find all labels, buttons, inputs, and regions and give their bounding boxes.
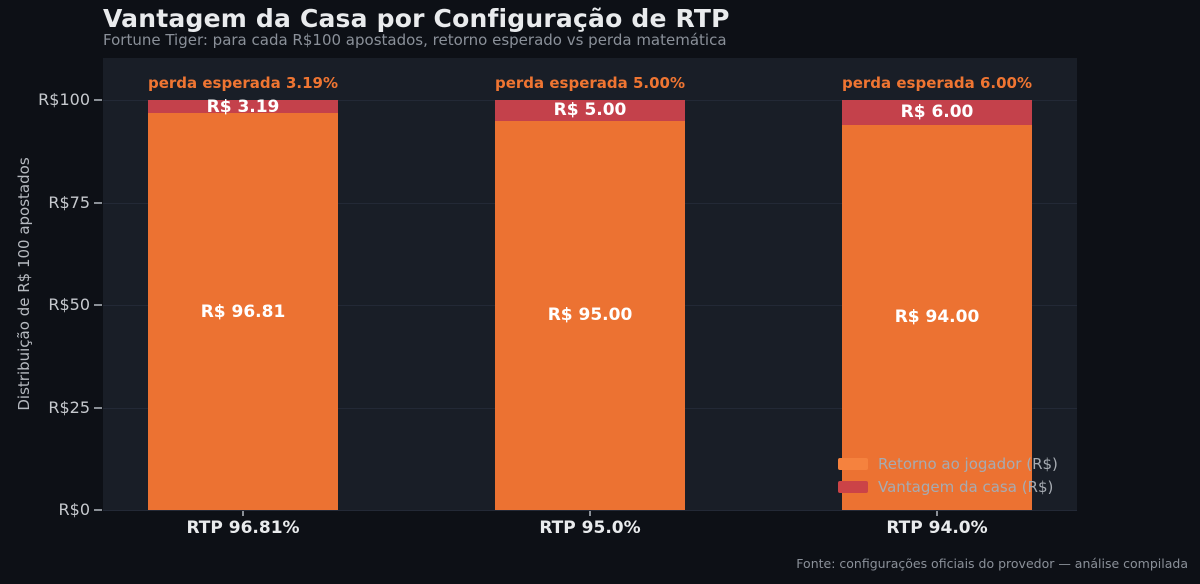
legend-item-label: Retorno ao jogador (R$) — [878, 454, 1058, 473]
y-tick-label: R$50 — [48, 295, 90, 314]
bars-layer: R$ 3.19 R$ 96.81 perda esperada 3.19% R$ 5.… — [103, 58, 1077, 511]
house-edge-value-label: R$ 3.19 — [206, 96, 280, 117]
x-tick-label: RTP 95.0% — [539, 518, 641, 538]
player-return-value-label: R$ 95.00 — [547, 305, 633, 326]
house-edge-value-label: R$ 5.00 — [553, 100, 627, 121]
chart-title: Vantagem da Casa por Configuração de RTP — [103, 4, 730, 33]
x-tick-label: RTP 94.0% — [886, 518, 988, 538]
y-tick-label: R$75 — [48, 192, 90, 212]
legend-item: Retorno ao jogador (R$) — [838, 452, 1058, 475]
gridline — [103, 510, 1077, 511]
y-tick-mark — [94, 509, 102, 511]
y-tick-label: R$100 — [38, 90, 90, 109]
y-tick-mark — [94, 99, 102, 101]
player-return-value-label: R$ 94.00 — [894, 307, 980, 328]
x-tick-label: RTP 96.81% — [186, 518, 300, 538]
y-tick-mark — [94, 304, 102, 306]
player-return-segment — [842, 124, 1032, 510]
house-edge-swatch — [838, 480, 868, 493]
source-note: Fonte: configurações oficiais do provedo… — [796, 556, 1188, 571]
y-tick-label: R$25 — [48, 397, 90, 417]
legend-item: Vantagem da casa (R$) — [838, 475, 1058, 498]
x-tick-mark — [589, 511, 591, 516]
expected-loss-annotation: perda esperada 5.00% — [494, 74, 686, 92]
y-tick-label: R$0 — [58, 500, 90, 519]
player-return-value-label: R$ 96.81 — [200, 301, 286, 322]
y-tick-mark — [94, 201, 102, 204]
house-edge-value-label: R$ 6.00 — [900, 102, 974, 123]
x-tick-mark — [936, 511, 938, 516]
player-return-segment — [148, 113, 338, 510]
expected-loss-annotation: perda esperada 6.00% — [841, 74, 1033, 92]
player-return-swatch — [838, 457, 868, 470]
x-tick-mark — [242, 511, 244, 516]
legend: Retorno ao jogador (R$) Vantagem da casa … — [838, 452, 1058, 498]
house-edge-segment — [148, 100, 338, 114]
player-return-segment — [495, 120, 685, 510]
expected-loss-annotation: perda esperada 3.19% — [147, 74, 339, 92]
legend-item-label: Vantagem da casa (R$) — [878, 477, 1054, 496]
chart-subtitle: Fortune Tiger: para cada R$100 apostados… — [103, 31, 727, 49]
house-edge-segment — [495, 100, 685, 121]
house-edge-segment — [842, 100, 1032, 125]
y-tick-mark — [94, 406, 102, 409]
plot-area: R$ 3.19 R$ 96.81 perda esperada 3.19% R$ 5.… — [103, 58, 1077, 511]
